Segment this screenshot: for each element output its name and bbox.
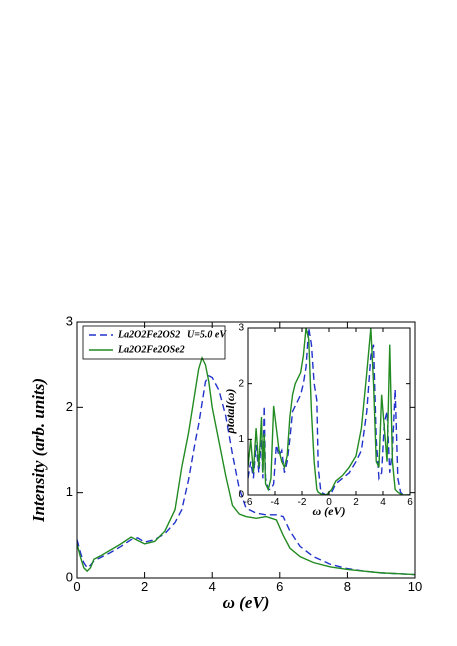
y-axis-label: ρtotal(ω) <box>223 389 237 435</box>
series-line <box>248 328 410 495</box>
y-tick-label: 2 <box>238 378 244 389</box>
x-tick-label: 2 <box>141 579 148 594</box>
x-tick-label: 10 <box>408 579 422 594</box>
legend-label: La2O2Fe2OS2 <box>117 329 180 340</box>
x-tick-label: 4 <box>380 497 386 508</box>
x-tick-label: 2 <box>353 497 359 508</box>
x-tick-label: -2 <box>298 497 307 508</box>
x-tick-label: 4 <box>209 579 216 594</box>
plot-frame <box>76 321 416 579</box>
plot-area <box>248 328 410 495</box>
legend-box <box>82 325 226 360</box>
y-axis-label: Intensity (arb. units) <box>29 378 48 523</box>
series-line <box>77 355 415 576</box>
y-tick-label: 1 <box>66 484 73 499</box>
x-tick-label: 8 <box>344 579 351 594</box>
x-axis-label: ω (eV) <box>313 504 346 518</box>
annotation: U=5.0 eV <box>187 329 227 340</box>
y-tick-label: 0 <box>66 569 73 584</box>
y-tick-label: 2 <box>66 399 73 414</box>
x-axis-label: ω (eV) <box>223 593 270 612</box>
y-tick-label: 3 <box>238 323 244 334</box>
legend-label: La2O2Fe2OSe2 <box>117 344 185 355</box>
y-tick-label: 0 <box>238 490 244 501</box>
x-tick-label: -4 <box>271 497 280 508</box>
x-tick-label: -6 <box>244 497 253 508</box>
x-tick-label: 6 <box>407 497 413 508</box>
x-tick-label: 6 <box>276 579 283 594</box>
x-tick-label: 0 <box>73 579 80 594</box>
y-tick-label: 1 <box>238 434 244 445</box>
series-line <box>248 328 410 495</box>
x-tick-label: 0 <box>326 497 332 508</box>
series-line <box>77 374 415 576</box>
y-tick-label: 3 <box>66 313 73 328</box>
